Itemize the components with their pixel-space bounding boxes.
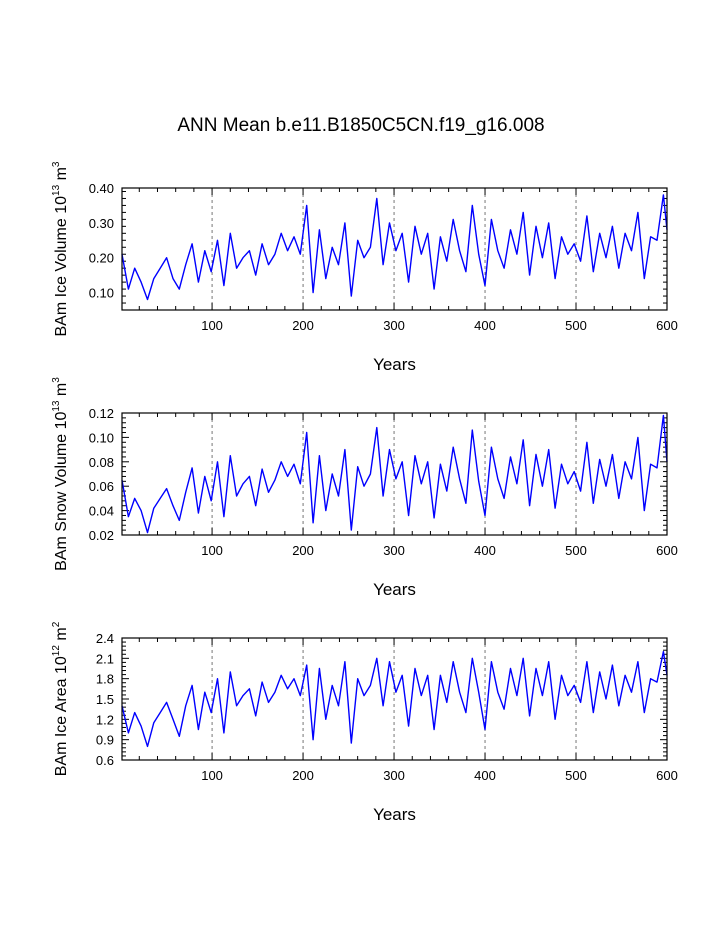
x-tick-label: 600	[656, 543, 678, 558]
x-tick-label: 200	[292, 543, 314, 558]
x-tick-label: 100	[201, 318, 223, 333]
y-axis-title: BAm Snow Volume 1013 m3	[51, 377, 70, 571]
plot-frame	[121, 187, 668, 311]
y-tick-label: 1.5	[96, 692, 114, 707]
y-tick-label: 0.04	[89, 504, 114, 519]
x-tick-label: 400	[474, 768, 496, 783]
y-tick-label: 0.6	[96, 753, 114, 768]
x-axis-title: Years	[373, 805, 416, 824]
x-tick-label: 500	[565, 318, 587, 333]
x-tick-label: 600	[656, 318, 678, 333]
series-line	[121, 194, 668, 301]
ice-area-panel: 100 200 300 400 500 600 0.6 0.9 1.2 1.5 1.8 2.1 2.4 Y…	[51, 621, 678, 824]
y-tick-label: 0.10	[89, 286, 114, 301]
figure-title: ANN Mean b.e11.B1850C5CN.f19_g16.008	[177, 115, 544, 136]
x-tick-label: 300	[383, 543, 405, 558]
series-line	[121, 650, 668, 748]
x-tick-label: 200	[292, 318, 314, 333]
y-tick-label: 1.8	[96, 672, 114, 687]
x-tick-label: 600	[656, 768, 678, 783]
y-axis-title: BAm Ice Volume 1013 m3	[51, 161, 70, 336]
x-tick-label: 300	[383, 318, 405, 333]
x-tick-label: 200	[292, 768, 314, 783]
x-axis-title: Years	[373, 355, 416, 374]
x-tick-label: 400	[474, 318, 496, 333]
y-tick-label: 0.10	[89, 430, 114, 445]
snow-volume-panel: 100 200 300 400 500 600 0.02 0.04 0.06 0.08 0.10 0.…	[51, 377, 678, 599]
x-axis-title: Years	[373, 580, 416, 599]
x-tick-label: 100	[201, 768, 223, 783]
y-tick-label: 0.02	[89, 528, 114, 543]
y-tick-label: 2.1	[96, 651, 114, 666]
y-axis-title: BAm Ice Area 1012 m2	[51, 621, 70, 776]
x-tick-label: 500	[565, 768, 587, 783]
y-tick-label: 1.2	[96, 712, 114, 727]
y-tick-label: 0.06	[89, 479, 114, 494]
x-tick-label: 400	[474, 543, 496, 558]
y-tick-label: 0.9	[96, 733, 114, 748]
y-tick-label: 0.20	[89, 251, 114, 266]
y-tick-label: 0.40	[89, 181, 114, 196]
y-tick-label: 0.30	[89, 216, 114, 231]
y-tick-label: 2.4	[96, 631, 114, 646]
series-line	[121, 414, 668, 534]
y-tick-label: 0.12	[89, 406, 114, 421]
y-tick-label: 0.08	[89, 455, 114, 470]
x-tick-label: 500	[565, 543, 587, 558]
plot-frame	[121, 637, 668, 761]
ice-volume-panel: 100 200 300 400 500 600 0.10 0.20 0.30 0.40 Years B…	[51, 161, 678, 374]
plot-frame	[121, 412, 668, 536]
x-tick-label: 100	[201, 543, 223, 558]
x-tick-label: 300	[383, 768, 405, 783]
